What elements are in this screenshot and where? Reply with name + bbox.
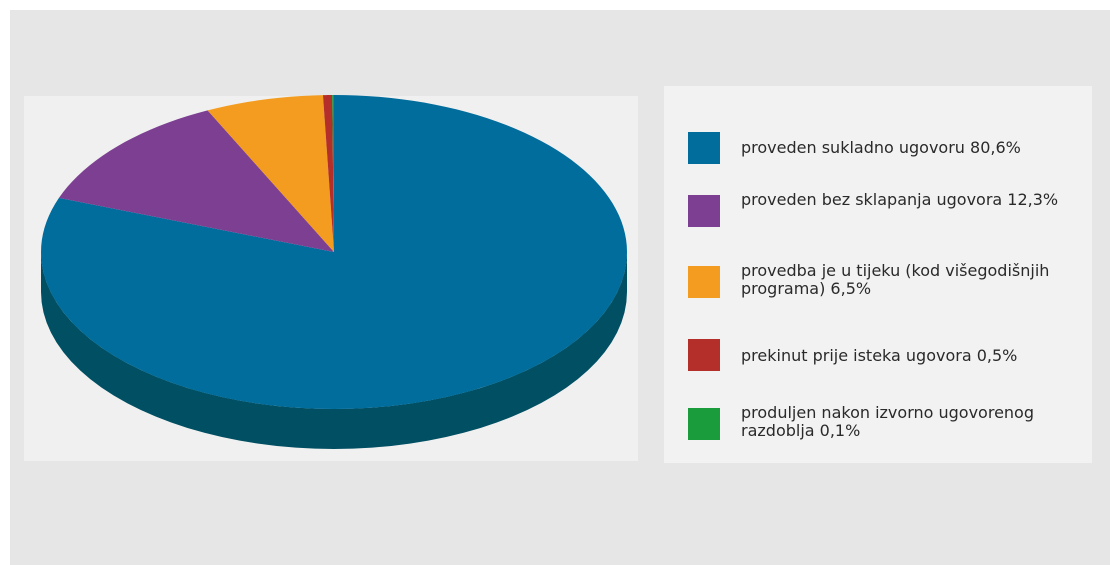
legend-swatch (688, 408, 720, 440)
pie-slice (207, 95, 334, 252)
legend-label: prekinut prije isteka ugovora 0,5% (741, 346, 1018, 365)
legend-swatch (688, 132, 720, 164)
legend-swatch (688, 266, 720, 298)
legend: proveden sukladno ugovoru 80,6% proveden… (664, 86, 1092, 463)
pie-side-group (41, 252, 627, 449)
legend-label: proveden sukladno ugovoru 80,6% (741, 138, 1021, 157)
pie-top-group (41, 95, 627, 409)
legend-label: proveden bez sklapanja ugovora 12,3% (741, 190, 1059, 209)
legend-label: produljen nakon izvorno ugovorenog razdo… (741, 403, 1034, 440)
pie-slice (332, 95, 334, 252)
pie-slice-side (41, 252, 627, 449)
pie-slice (58, 110, 334, 252)
legend-swatch (688, 339, 720, 371)
pie-slice (322, 95, 334, 252)
legend-label: provedba je u tijeku (kod višegodišnjih … (741, 261, 1050, 298)
legend-swatch (688, 195, 720, 227)
